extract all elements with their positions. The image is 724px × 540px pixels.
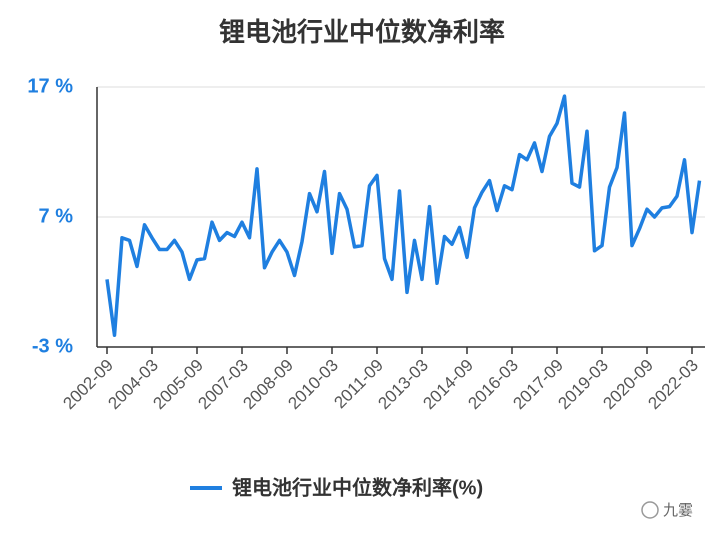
watermark-icon bbox=[641, 501, 659, 519]
chart-title: 锂电池行业中位数净利率 bbox=[219, 17, 505, 47]
watermark: 九霎 bbox=[663, 502, 693, 519]
y-tick-label: 7 % bbox=[39, 205, 74, 227]
x-tick-label: 2010-03 bbox=[284, 356, 342, 414]
y-tick-label: -3 % bbox=[32, 335, 73, 357]
legend-label: 锂电池行业中位数净利率(%) bbox=[232, 475, 483, 499]
data-line bbox=[105, 94, 702, 338]
x-tick-label: 2022-03 bbox=[644, 356, 702, 414]
y-tick-label: 17 % bbox=[27, 75, 73, 97]
